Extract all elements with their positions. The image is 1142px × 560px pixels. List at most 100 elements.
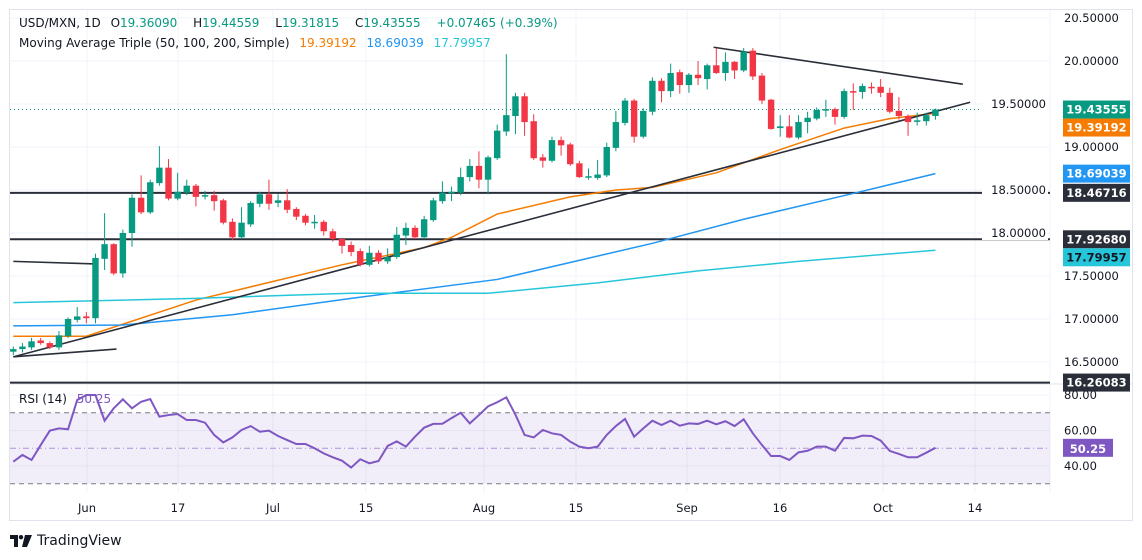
candle-body xyxy=(640,110,647,137)
candle-body xyxy=(384,257,391,262)
time-tick-label: 17 xyxy=(171,501,186,515)
candle-body xyxy=(46,343,54,348)
price-badge-level2-label: 17.92680 xyxy=(1066,232,1126,246)
ohlc-low: L19.31815 xyxy=(275,16,345,30)
high-value: 19.44559 xyxy=(202,16,260,30)
candle-body xyxy=(338,239,346,246)
candle-body xyxy=(137,197,145,213)
candle-body xyxy=(932,109,939,116)
ma-100-line xyxy=(13,172,936,327)
candle-body xyxy=(859,85,866,92)
tradingview-logo[interactable]: TradingView xyxy=(10,533,122,549)
ohlc-open: O19.36090 xyxy=(111,16,184,30)
candles xyxy=(10,48,939,356)
symbol-title[interactable]: USD/MXN, 1D xyxy=(19,16,101,30)
candle-body xyxy=(37,340,44,344)
candle-body xyxy=(685,74,693,86)
grid xyxy=(10,10,1133,492)
candle-body xyxy=(548,140,556,161)
horizontal-levels xyxy=(10,109,1050,384)
price-badge-ma200 xyxy=(1063,248,1130,267)
price-tick-label-backing xyxy=(982,181,1048,197)
candle-body xyxy=(530,121,537,159)
candle-body xyxy=(457,177,464,193)
ohlc-close: C19.43555 xyxy=(355,16,427,30)
brand-name: TradingView xyxy=(37,533,122,549)
price-badge-ma50-label: 19.39192 xyxy=(1066,121,1126,135)
candle-body xyxy=(448,191,455,194)
high-label: H xyxy=(193,16,203,30)
price-badge-ma200-label: 17.79957 xyxy=(1066,250,1126,264)
price-tick-label: 20.50000 xyxy=(1064,11,1119,25)
low-label: L xyxy=(275,16,282,30)
candle-body xyxy=(594,174,601,178)
rsi-legend: RSI (14) 50.25 xyxy=(19,392,117,406)
time-tick-label: 16 xyxy=(773,501,788,515)
candle-body xyxy=(74,316,81,320)
candle-body xyxy=(402,227,410,236)
candle-body xyxy=(767,99,775,129)
candle-body xyxy=(119,233,127,274)
candle-body xyxy=(284,200,291,210)
candle-body xyxy=(28,341,35,348)
candle-body xyxy=(658,80,665,92)
candle-body xyxy=(10,349,17,352)
candle-body xyxy=(439,192,446,202)
ma100-value: 18.69039 xyxy=(366,36,424,50)
candle-body xyxy=(521,96,528,123)
candle-body xyxy=(110,244,117,274)
candle-body xyxy=(128,197,136,233)
time-tick-label: 15 xyxy=(359,501,374,515)
candle-body xyxy=(713,65,720,74)
time-tick-label: 15 xyxy=(569,501,584,515)
rsi-badge-label: 50.25 xyxy=(1070,442,1106,456)
price-badge-ma100-label: 18.69039 xyxy=(1066,167,1126,181)
rsi-pane xyxy=(10,394,1050,485)
candle-body xyxy=(256,194,264,204)
rsi-tick-label: 60.00 xyxy=(1064,424,1097,438)
candle-body xyxy=(484,157,492,180)
candle-body xyxy=(411,227,419,238)
price-badge-level3-label: 16.26083 xyxy=(1066,376,1126,390)
rsi-title[interactable]: RSI (14) xyxy=(19,392,67,406)
candle-body xyxy=(503,115,510,132)
candle-body xyxy=(430,200,437,221)
price-tick-label: 16.50000 xyxy=(1064,355,1119,369)
time-tick-label: Aug xyxy=(473,501,495,515)
price-tick-label-backing xyxy=(982,224,1048,240)
ma200-value: 17.79957 xyxy=(433,36,491,50)
candle-body xyxy=(649,80,656,112)
candle-body xyxy=(265,194,273,204)
candle-body xyxy=(667,73,674,92)
candle-body xyxy=(466,165,473,178)
candle-body xyxy=(320,221,327,232)
time-axis[interactable]: Jun 17 Jul 15 Aug 15 Sep 16 Oct 14 xyxy=(77,501,982,515)
candle-body xyxy=(795,122,802,138)
close-label: C xyxy=(355,16,364,30)
candle-body xyxy=(703,65,711,80)
candle-body xyxy=(366,252,373,265)
candle-body xyxy=(92,257,99,319)
candle-body xyxy=(220,200,227,223)
open-value: 19.36090 xyxy=(120,16,178,30)
candle-body xyxy=(868,86,875,89)
candle-body xyxy=(147,182,154,213)
ma-title[interactable]: Moving Average Triple (50, 100, 200, Sim… xyxy=(19,36,290,50)
candle-body xyxy=(238,222,245,238)
ma-legend: Moving Average Triple (50, 100, 200, Sim… xyxy=(19,36,497,50)
candle-body xyxy=(420,219,428,238)
price-badges: 19.43555 19.39192 18.69039 18.46716 17.92680… xyxy=(1063,100,1130,457)
price-tick-label: 20.00000 xyxy=(1064,54,1119,68)
candle-body xyxy=(786,126,793,138)
candle-body xyxy=(347,245,355,252)
ma-50-line xyxy=(13,112,936,337)
low-value: 19.31815 xyxy=(281,16,340,30)
candle-body xyxy=(804,117,811,123)
rsi-value: 50.25 xyxy=(76,392,112,406)
open-label: O xyxy=(110,16,121,30)
candle-body xyxy=(676,72,683,86)
price-badge-level3 xyxy=(1063,373,1130,392)
moving-averages xyxy=(13,112,936,337)
